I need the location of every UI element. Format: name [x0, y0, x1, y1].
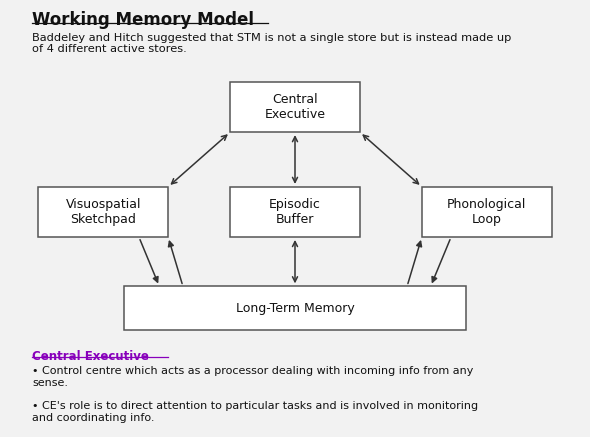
FancyBboxPatch shape — [230, 82, 360, 132]
Text: Phonological
Loop: Phonological Loop — [447, 198, 526, 226]
Text: Central Executive: Central Executive — [32, 350, 149, 363]
Text: Long-Term Memory: Long-Term Memory — [235, 302, 355, 315]
FancyBboxPatch shape — [124, 286, 466, 330]
Text: Working Memory Model: Working Memory Model — [32, 11, 254, 29]
FancyBboxPatch shape — [422, 187, 552, 237]
Text: • Control centre which acts as a processor dealing with incoming info from any
s: • Control centre which acts as a process… — [32, 366, 474, 388]
FancyBboxPatch shape — [230, 187, 360, 237]
FancyBboxPatch shape — [38, 187, 168, 237]
Text: Central
Executive: Central Executive — [264, 93, 326, 121]
Text: Visuospatial
Sketchpad: Visuospatial Sketchpad — [65, 198, 141, 226]
Text: Baddeley and Hitch suggested that STM is not a single store but is instead made : Baddeley and Hitch suggested that STM is… — [32, 33, 512, 54]
Text: Episodic
Buffer: Episodic Buffer — [269, 198, 321, 226]
Text: • CE's role is to direct attention to particular tasks and is involved in monito: • CE's role is to direct attention to pa… — [32, 401, 478, 423]
